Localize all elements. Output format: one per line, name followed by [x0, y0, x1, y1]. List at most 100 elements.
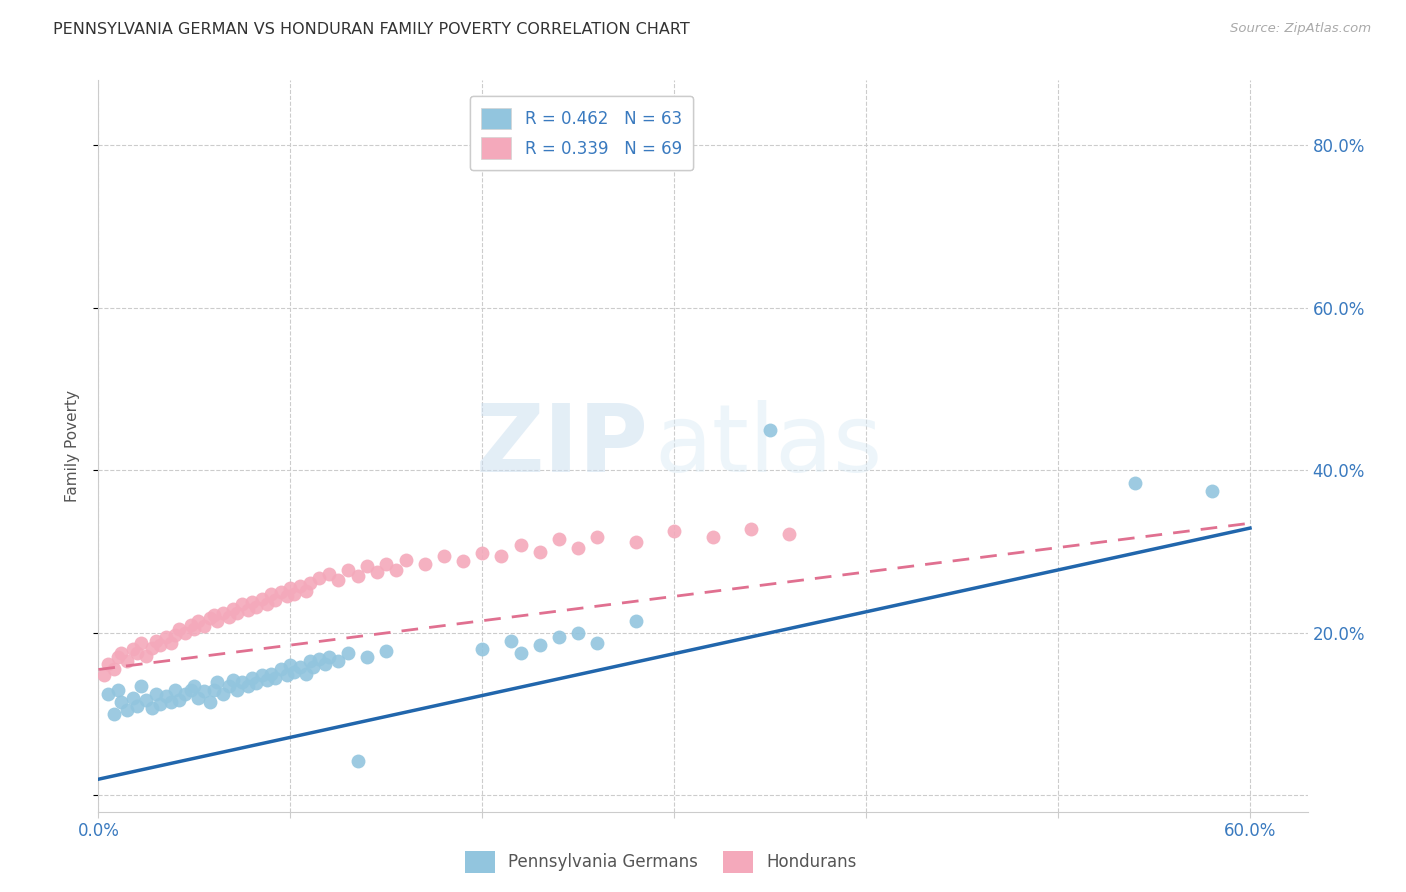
- Point: [270, 585, 292, 599]
- Point: [280, 581, 302, 595]
- Point: [548, 533, 571, 547]
- Point: [346, 569, 368, 583]
- Point: [149, 698, 172, 712]
- Point: [328, 654, 350, 668]
- Point: [193, 619, 215, 633]
- Legend: Pennsylvania Germans, Hondurans: Pennsylvania Germans, Hondurans: [458, 845, 863, 880]
- Point: [529, 544, 551, 558]
- Point: [129, 635, 152, 649]
- Point: [451, 554, 474, 568]
- Point: [586, 635, 609, 649]
- Point: [125, 699, 148, 714]
- Point: [314, 657, 336, 671]
- Point: [202, 608, 225, 623]
- Point: [240, 671, 263, 685]
- Point: [141, 640, 163, 655]
- Point: [264, 593, 287, 607]
- Point: [173, 687, 195, 701]
- Point: [394, 553, 416, 567]
- Point: [231, 598, 253, 612]
- Point: [129, 679, 152, 693]
- Legend: R = 0.462   N = 63, R = 0.339   N = 69: R = 0.462 N = 63, R = 0.339 N = 69: [470, 96, 693, 170]
- Point: [509, 646, 531, 660]
- Point: [187, 614, 209, 628]
- Point: [145, 634, 167, 648]
- Point: [103, 663, 125, 677]
- Point: [165, 682, 187, 697]
- Point: [385, 562, 408, 576]
- Point: [145, 687, 167, 701]
- Point: [245, 676, 267, 690]
- Point: [97, 687, 120, 701]
- Point: [173, 626, 195, 640]
- Point: [586, 530, 609, 544]
- Point: [115, 654, 138, 668]
- Point: [135, 648, 157, 663]
- Point: [180, 617, 202, 632]
- Point: [225, 682, 247, 697]
- Point: [212, 687, 235, 701]
- Point: [375, 644, 398, 658]
- Point: [308, 571, 330, 585]
- Point: [294, 583, 316, 598]
- Point: [491, 549, 513, 563]
- Point: [778, 526, 800, 541]
- Point: [222, 673, 245, 687]
- Point: [336, 646, 359, 660]
- Point: [702, 530, 724, 544]
- Point: [471, 642, 494, 657]
- Point: [167, 692, 190, 706]
- Point: [356, 559, 378, 574]
- Point: [288, 660, 311, 674]
- Point: [280, 658, 302, 673]
- Point: [664, 524, 686, 539]
- Point: [288, 579, 311, 593]
- Point: [160, 635, 183, 649]
- Point: [115, 703, 138, 717]
- Point: [294, 666, 316, 681]
- Point: [276, 668, 298, 682]
- Point: [207, 674, 229, 689]
- Point: [283, 665, 305, 679]
- Point: [110, 646, 132, 660]
- Point: [107, 682, 129, 697]
- Point: [548, 630, 571, 644]
- Point: [222, 601, 245, 615]
- Point: [160, 695, 183, 709]
- Point: [236, 679, 259, 693]
- Point: [256, 598, 278, 612]
- Point: [122, 642, 145, 657]
- Y-axis label: Family Poverty: Family Poverty: [65, 390, 80, 502]
- Point: [165, 627, 187, 641]
- Point: [471, 546, 494, 560]
- Text: Source: ZipAtlas.com: Source: ZipAtlas.com: [1230, 22, 1371, 36]
- Point: [180, 682, 202, 697]
- Point: [218, 679, 240, 693]
- Point: [155, 630, 177, 644]
- Point: [283, 587, 305, 601]
- Point: [198, 611, 221, 625]
- Text: PENNSYLVANIA GERMAN VS HONDURAN FAMILY POVERTY CORRELATION CHART: PENNSYLVANIA GERMAN VS HONDURAN FAMILY P…: [53, 22, 690, 37]
- Point: [1123, 475, 1146, 490]
- Point: [141, 700, 163, 714]
- Point: [198, 695, 221, 709]
- Point: [225, 606, 247, 620]
- Point: [298, 654, 321, 668]
- Point: [183, 679, 205, 693]
- Point: [167, 622, 190, 636]
- Point: [231, 674, 253, 689]
- Point: [250, 668, 273, 682]
- Point: [318, 567, 340, 582]
- Point: [250, 591, 273, 606]
- Text: atlas: atlas: [655, 400, 883, 492]
- Point: [375, 557, 398, 571]
- Point: [567, 541, 589, 555]
- Point: [509, 538, 531, 552]
- Point: [97, 657, 120, 671]
- Point: [240, 595, 263, 609]
- Point: [107, 650, 129, 665]
- Point: [260, 666, 283, 681]
- Point: [218, 609, 240, 624]
- Point: [740, 522, 762, 536]
- Point: [103, 707, 125, 722]
